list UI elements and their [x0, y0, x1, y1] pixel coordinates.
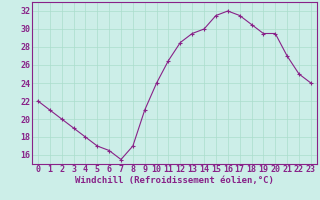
X-axis label: Windchill (Refroidissement éolien,°C): Windchill (Refroidissement éolien,°C) — [75, 176, 274, 185]
